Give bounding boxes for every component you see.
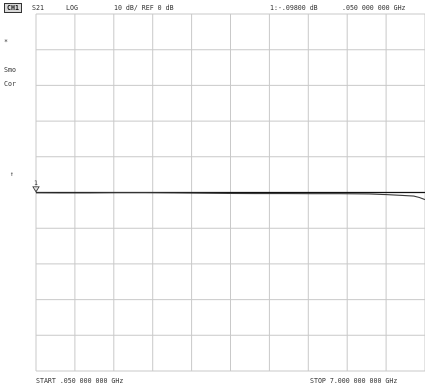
smoothing-indicator: Smo xyxy=(4,66,16,74)
marker-readout: 1:-.09800 dB xyxy=(270,4,318,12)
s-parameter-label: S21 xyxy=(32,4,44,12)
asterisk-indicator: * xyxy=(4,38,8,46)
marker-frequency: .050 000 000 GHz xyxy=(342,4,406,12)
scale-reference-label: 10 dB/ REF 0 dB xyxy=(114,4,174,12)
channel-badge: CH1 xyxy=(4,3,22,13)
marker-1-label: 1 xyxy=(34,179,38,187)
marker-1-icon xyxy=(32,186,40,193)
correction-indicator: Cor xyxy=(4,80,16,88)
format-label: LOG xyxy=(66,4,78,12)
s21-trace xyxy=(35,192,425,201)
reference-arrow-icon: ↑ xyxy=(10,170,14,178)
start-frequency: START .050 000 000 GHz xyxy=(36,377,124,385)
stop-frequency: STOP 7.000 000 000 GHz xyxy=(310,377,398,385)
